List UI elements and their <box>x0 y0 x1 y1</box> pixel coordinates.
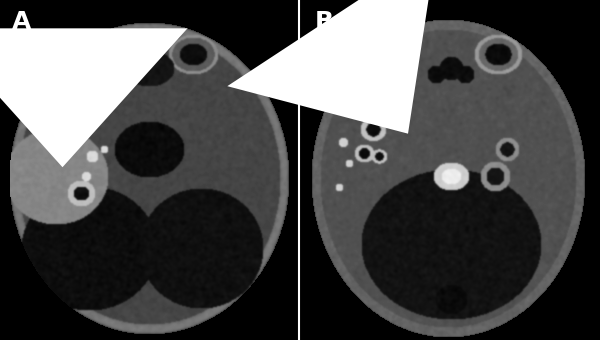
Text: A: A <box>12 10 31 34</box>
Text: B: B <box>314 10 334 34</box>
